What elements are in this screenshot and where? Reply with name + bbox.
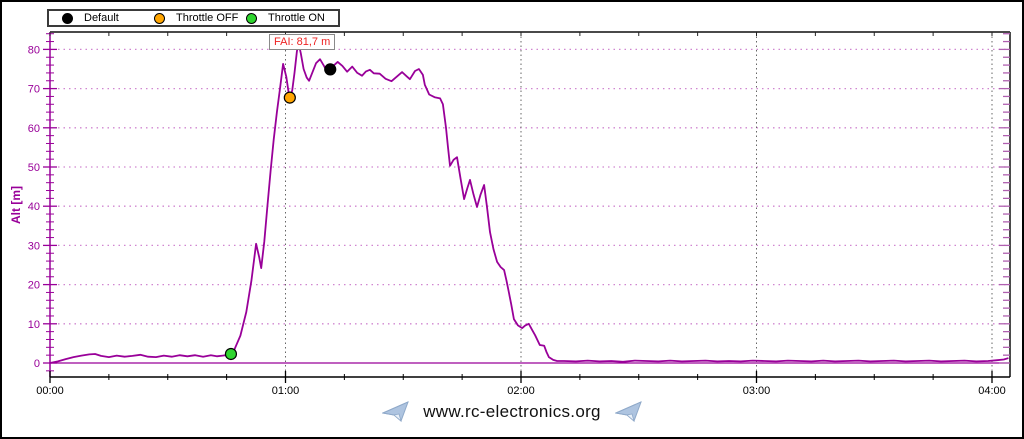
footer: www.rc-electronics.org [2, 401, 1022, 423]
svg-text:20: 20 [28, 280, 40, 292]
svg-text:00:00: 00:00 [36, 385, 64, 397]
paper-plane-icon [614, 401, 642, 423]
legend-item-default: Default [62, 12, 154, 24]
fai-annotation: FAI: 81,7 m [269, 34, 336, 50]
svg-text:70: 70 [28, 84, 40, 96]
throttle-on-marker-icon [246, 12, 257, 24]
svg-text:40: 40 [28, 201, 40, 213]
legend-label: Default [84, 12, 119, 24]
legend-item-throttle-off: Throttle OFF [154, 12, 246, 24]
svg-text:50: 50 [28, 162, 40, 174]
svg-text:60: 60 [28, 123, 40, 135]
legend-label: Throttle OFF [176, 12, 239, 24]
svg-text:10: 10 [28, 319, 40, 331]
website-url: www.rc-electronics.org [423, 402, 601, 421]
svg-text:30: 30 [28, 240, 40, 252]
svg-text:01:00: 01:00 [272, 385, 300, 397]
y-axis-title: Alt [m] [9, 186, 23, 224]
legend-label: Throttle ON [268, 12, 325, 24]
svg-text:80: 80 [28, 44, 40, 56]
throttle-off-marker-icon [154, 12, 165, 24]
svg-text:03:00: 03:00 [743, 385, 771, 397]
legend: Default Throttle OFF Throttle ON [47, 9, 340, 27]
svg-text:0: 0 [34, 358, 40, 370]
svg-text:04:00: 04:00 [978, 385, 1006, 397]
legend-item-throttle-on: Throttle ON [246, 12, 338, 24]
default-marker-icon [62, 12, 73, 24]
svg-text:02:00: 02:00 [507, 385, 535, 397]
paper-plane-icon [382, 401, 410, 423]
